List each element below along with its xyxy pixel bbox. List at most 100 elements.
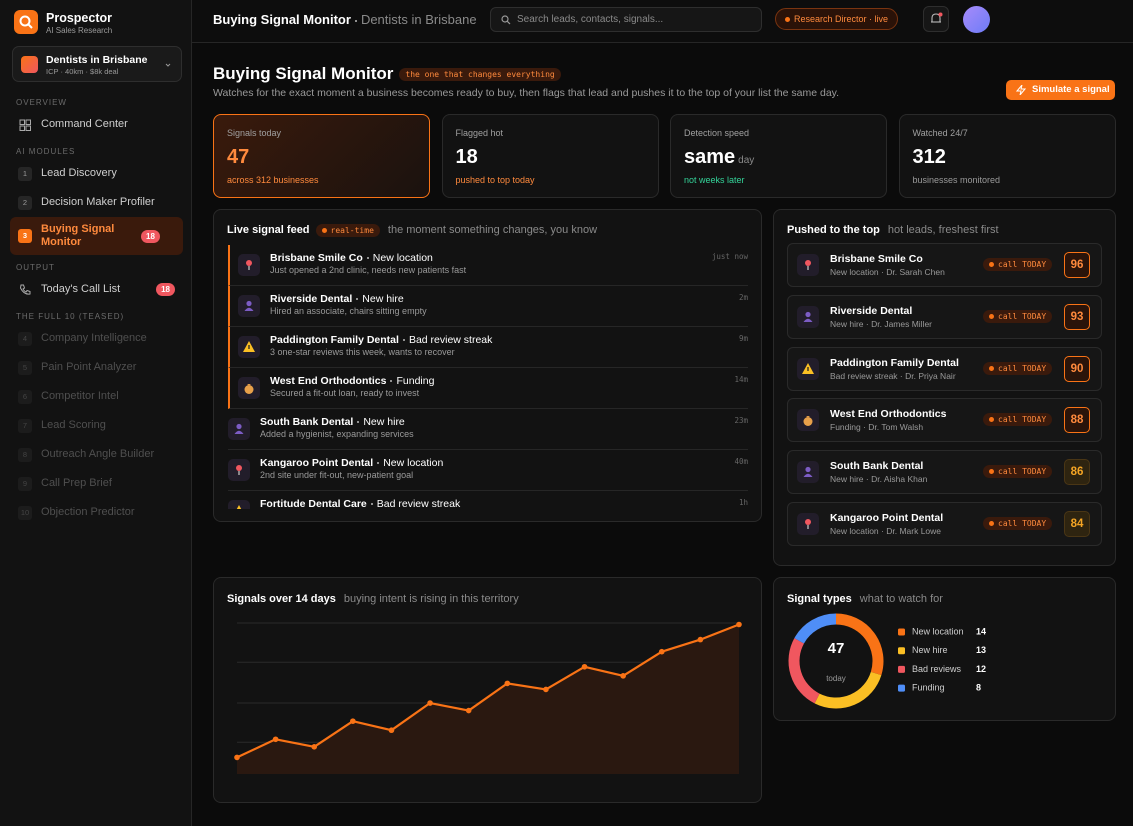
feed-item[interactable]: Fortitude Dental Care Bad review streak 1h <box>228 491 748 509</box>
icon-glyph <box>803 311 813 322</box>
stat-label: Watched 24/7 <box>912 128 968 138</box>
pushed-panel: Pushed to the top hot leads, freshest fir… <box>773 209 1116 566</box>
trend-header: Signals over 14 days buying intent is ris… <box>227 593 519 605</box>
signal-icon <box>228 500 250 509</box>
nav-item[interactable]: 4 Company Intelligence <box>10 324 183 353</box>
feed-item[interactable]: West End Orthodontics Funding Secured a fi… <box>228 368 748 409</box>
nav-item[interactable]: 6 Competitor Intel <box>10 382 183 411</box>
legend-swatch <box>898 665 905 673</box>
logo <box>14 10 38 34</box>
hot-lead[interactable]: Riverside Dental New hire · Dr. James Mil… <box>787 294 1102 339</box>
point <box>427 700 433 706</box>
workspace-name: Dentists in Brisbane <box>46 54 148 66</box>
simulate-button[interactable]: Simulate a signal <box>1006 80 1115 100</box>
call-today[interactable]: call TODAY <box>983 361 1053 375</box>
signal-icon <box>797 357 819 380</box>
hot-lead[interactable]: West End Orthodontics Funding · Dr. Tom W… <box>787 398 1102 443</box>
feed-item[interactable]: South Bank Dental New hire Added a hygieni… <box>228 409 748 450</box>
donut-total: 47 <box>828 640 845 657</box>
cta-text: call TODAY <box>998 363 1047 373</box>
pin-head <box>805 519 811 525</box>
stat-card: Watched 24/7 312 businesses monitored <box>898 114 1116 198</box>
nav-item[interactable]: Today's Call List 18 <box>10 275 183 304</box>
legend-label: Bad reviews <box>912 664 962 674</box>
icon-glyph <box>236 505 242 509</box>
stat-number: 18 <box>455 146 478 168</box>
icon-cell <box>19 119 25 125</box>
workspace-icon <box>21 56 38 73</box>
nav-number: 1 <box>18 166 32 181</box>
feed-item-time: 23m <box>734 416 748 425</box>
nav-number: 4 <box>18 331 32 346</box>
call-today[interactable]: call TODAY <box>983 258 1053 271</box>
types-title: Signal types <box>787 593 852 605</box>
feed-item[interactable]: Riverside Dental New hire Hired an associa… <box>228 286 748 327</box>
signal-icon <box>238 295 260 317</box>
types-subtitle: what to watch for <box>859 593 943 605</box>
call-today[interactable]: call TODAY <box>983 413 1053 427</box>
feed-item[interactable]: Kangaroo Point Dental New location 2nd sit… <box>228 450 748 491</box>
icon-cell <box>25 119 31 125</box>
pushed-title: Pushed to the top <box>787 224 880 236</box>
lead-name: Brisbane Smile Co <box>830 253 923 265</box>
nav-item[interactable]: 8 Outreach Angle Builder <box>10 440 183 469</box>
lead-name: Paddington Family Dental <box>830 356 959 369</box>
legend-swatch <box>898 684 905 692</box>
feed-item[interactable]: Brisbane Smile Co New location Just opened… <box>228 245 748 286</box>
stat-number: 47 <box>227 146 250 168</box>
nav-label: Pain Point Analyzer <box>41 361 137 373</box>
signal-icon <box>238 254 260 276</box>
nav-item[interactable]: 1 Lead Discovery <box>10 159 183 188</box>
lead-name: Fortitude Dental Care <box>260 498 367 509</box>
signal-icon <box>797 305 819 328</box>
cta-dot <box>989 521 994 526</box>
nav-icon <box>19 284 31 295</box>
legend-value: 8 <box>976 682 981 692</box>
workspace-switcher[interactable]: Dentists in Brisbane ICP · 40km · $8k de… <box>12 46 182 82</box>
search-box[interactable]: Search leads, contacts, signals... <box>490 7 762 32</box>
call-today[interactable]: call TODAY <box>983 517 1053 530</box>
avatar[interactable] <box>963 6 990 33</box>
call-today[interactable]: call TODAY <box>983 465 1053 479</box>
nav-item[interactable]: 3 Buying Signal Monitor 18 <box>10 217 183 255</box>
legend-label: New location <box>912 626 964 636</box>
separator <box>390 380 393 383</box>
nav-item[interactable]: 9 Call Prep Brief <box>10 469 183 498</box>
lead-name: Kangaroo Point Dental <box>830 512 944 524</box>
legend-value: 13 <box>976 645 986 655</box>
point <box>465 707 472 714</box>
nav-item[interactable]: 7 Lead Scoring <box>10 411 183 440</box>
feed-item-title: South Bank Dental New hire <box>260 416 405 428</box>
donut-label: today <box>826 674 846 683</box>
call-today[interactable]: call TODAY <box>983 309 1053 323</box>
legend-label: Funding <box>912 682 945 692</box>
nav-item[interactable]: 10 Objection Predictor <box>10 498 183 527</box>
signal-icon <box>228 418 250 440</box>
hot-lead[interactable]: South Bank Dental New hire · Dr. Aisha Kh… <box>787 450 1102 495</box>
point <box>350 718 356 724</box>
stat-value: 312 <box>913 146 946 169</box>
feed-item-time: just now <box>711 252 748 261</box>
feed-item[interactable]: Paddington Family Dental Bad review strea… <box>228 327 748 368</box>
feed-item-title: Paddington Family Dental Bad review strea… <box>270 334 492 346</box>
icon-glyph <box>805 260 811 270</box>
feed-item-title: Fortitude Dental Care Bad review streak <box>260 498 460 509</box>
hot-lead[interactable]: Brisbane Smile Co New location · Dr. Sara… <box>787 243 1102 287</box>
cta-dot <box>989 469 994 475</box>
search-placeholder: Search leads, contacts, signals... <box>517 14 664 25</box>
nav-item[interactable]: 5 Pain Point Analyzer <box>10 353 183 382</box>
stat-unit: day <box>738 155 755 166</box>
nav-item[interactable]: 2 Decision Maker Profiler <box>10 188 183 217</box>
status-pill[interactable]: Research Director · live <box>775 8 899 30</box>
status-text: Research Director · live <box>794 14 889 24</box>
cta-text: call TODAY <box>998 415 1047 425</box>
hot-lead[interactable]: Paddington Family Dental Bad review strea… <box>787 346 1102 391</box>
nav-item[interactable]: Command Center <box>10 110 183 139</box>
notifications-button[interactable] <box>923 6 949 32</box>
person-body <box>803 318 813 322</box>
point <box>543 686 549 693</box>
hot-lead[interactable]: Kangaroo Point Dental New location · Dr. … <box>787 502 1102 546</box>
pushed-header: Pushed to the top hot leads, freshest fir… <box>787 224 999 236</box>
warning <box>236 505 242 509</box>
stat-value: 18 <box>456 146 478 169</box>
